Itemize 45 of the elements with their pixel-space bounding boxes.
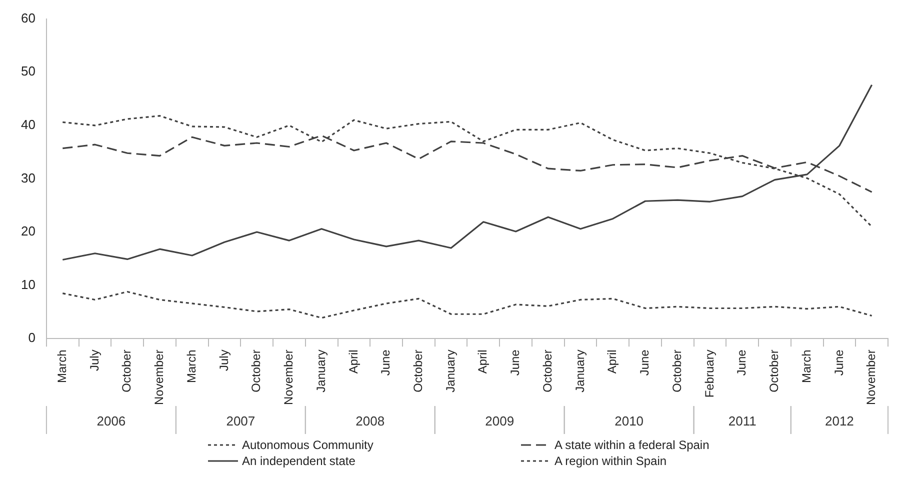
y-tick-label: 60 — [20, 10, 36, 26]
x-tick-label: October — [249, 350, 264, 392]
x-tick-label: June — [378, 349, 393, 376]
text: 2006 — [96, 414, 126, 429]
x-tick-label: June — [508, 349, 522, 376]
x-tick-label: April — [476, 350, 490, 374]
x-tick-label: January — [572, 350, 587, 392]
x-tick-label: October — [670, 350, 684, 392]
x-tick-label: November — [152, 350, 166, 406]
legend-label: Autonomous Community — [242, 438, 374, 452]
y-tick-label: 10 — [20, 276, 36, 292]
y-tick-label: 50 — [20, 64, 36, 79]
x-tick-label: April — [346, 350, 360, 374]
x-tick-label: January — [314, 350, 328, 392]
y-tick-label: 20 — [20, 224, 36, 239]
x-tick-label: April — [605, 350, 620, 374]
text: 2011 — [728, 414, 756, 429]
x-tick-label: October — [120, 350, 134, 392]
x-tick-label: November — [282, 350, 296, 406]
x-tick-label: January — [443, 350, 458, 392]
x-tick-label: June — [638, 349, 652, 376]
legend-label: An independent state — [242, 454, 356, 468]
x-tick-label: July — [87, 350, 102, 371]
text: 2007 — [226, 414, 256, 429]
legend-label: A region within Spain — [554, 454, 667, 468]
legend-label: A state within a federal Spain — [554, 438, 710, 452]
x-tick-label: March — [54, 350, 69, 383]
x-tick-label: November — [864, 350, 878, 406]
text: 2008 — [356, 414, 385, 429]
line-series — [62, 290, 873, 319]
x-tick-label: July — [216, 350, 231, 371]
y-tick-label: 30 — [20, 170, 36, 186]
x-tick-label: June — [734, 349, 749, 376]
x-tick-label: March — [799, 350, 814, 383]
x-tick-label: October — [767, 350, 782, 392]
x-tick-label: June — [832, 349, 846, 376]
y-tick-label: 40 — [20, 116, 36, 132]
text: 2010 — [614, 414, 644, 429]
x-tick-label: March — [184, 350, 198, 383]
y-tick-label: 0 — [28, 330, 36, 346]
text: 2009 — [485, 414, 514, 429]
x-tick-label: October — [410, 350, 425, 392]
x-tick-label: October — [540, 350, 554, 392]
text: 2012 — [824, 414, 854, 429]
x-tick-label: February — [702, 350, 716, 398]
